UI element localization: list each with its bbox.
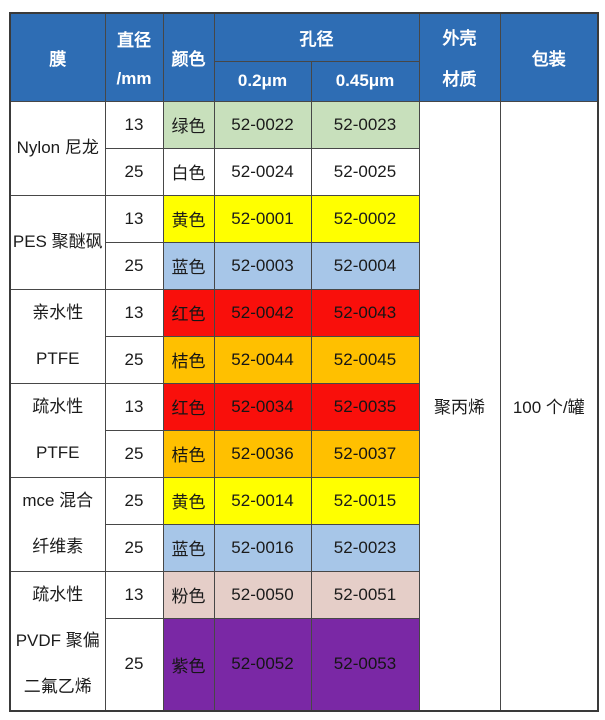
table-row: mce 混合 纤维素 25 黄色 52-0014 52-0015	[9, 476, 598, 572]
membrane-name-line1: 疏水性	[32, 584, 84, 604]
diameter-cell: 25	[104, 335, 164, 384]
table-row: 25 桔色 52-0036 52-0037	[10, 429, 598, 478]
membrane-cell: 亲水性 PTFE	[9, 288, 106, 384]
table-row: 25 桔色 52-0044 52-0045	[10, 335, 598, 384]
membrane-name: PES 聚醚砜	[12, 232, 103, 251]
diameter-cell: 13	[104, 382, 164, 431]
table-row: 25 蓝色 52-0016 52-0023	[10, 523, 598, 572]
diameter-cell: 13	[104, 288, 164, 337]
code-02-cell: 52-0036	[213, 429, 312, 478]
color-name-cell: 蓝色	[162, 241, 215, 290]
membrane-name-line3: 二氟乙烯	[23, 676, 92, 696]
col-header-shell-line1: 外壳	[442, 29, 477, 49]
col-header-diameter-line1: 直径	[117, 30, 151, 50]
col-header-diameter: 直径 /mm	[104, 12, 164, 102]
table-row: PES 聚醚砜 13 黄色 52-0001 52-0002	[9, 194, 598, 290]
col-header-color: 颜色	[162, 12, 215, 102]
col-header-pore-045um: 0.45μm	[310, 60, 420, 102]
col-header-pore-size: 孔径	[213, 12, 420, 62]
code-02-cell: 52-0024	[213, 147, 312, 196]
diameter-cell: 13	[104, 194, 164, 243]
diameter-cell: 25	[104, 618, 164, 711]
table-row: 25 紫色 52-0052 52-0053	[10, 618, 598, 711]
color-name-cell: 粉色	[162, 570, 215, 620]
col-header-diameter-line2: /mm	[116, 69, 152, 88]
code-02-cell: 52-0052	[213, 618, 312, 711]
code-02-cell: 52-0022	[213, 100, 312, 149]
membrane-filter-spec-table: 膜 直径 /mm 颜色 孔径 外壳 材质 包装 0.	[9, 12, 599, 712]
header-row-1: 膜 直径 /mm 颜色 孔径 外壳 材质 包装	[9, 12, 599, 102]
color-name-cell: 黄色	[162, 194, 215, 243]
code-02-cell: 52-0034	[213, 382, 312, 431]
membrane-name-line2: PTFE	[36, 443, 80, 462]
color-name-cell: 白色	[162, 147, 215, 196]
membrane-name-line1: mce 混合	[22, 491, 94, 510]
code-045-cell: 52-0043	[310, 288, 420, 337]
membrane-name-line2: 纤维素	[32, 537, 84, 556]
table-row: 25 白色 52-0024 52-0025	[10, 147, 598, 196]
membrane-cell: mce 混合 纤维素	[9, 476, 106, 572]
col-header-membrane: 膜	[9, 12, 106, 102]
code-045-cell: 52-0035	[310, 382, 420, 431]
col-header-shell-line2: 材质	[442, 70, 477, 90]
membrane-name-line1: 亲水性	[32, 303, 84, 322]
code-02-cell: 52-0014	[213, 476, 312, 525]
table-row: 疏水性 PVDF 聚偏 二氟乙烯 13 粉色 52-0050 52-0051	[9, 570, 598, 711]
code-045-cell: 52-0002	[310, 194, 420, 243]
code-045-cell: 52-0004	[310, 241, 420, 290]
table-row: 亲水性 PTFE 13 红色 52-0042 52-0043	[9, 288, 598, 384]
membrane-name-line1: 疏水性	[32, 397, 84, 416]
code-045-cell: 52-0051	[310, 570, 420, 620]
table-row: 疏水性 PTFE 13 红色 52-0034 52-0035	[9, 382, 598, 478]
color-name-cell: 红色	[162, 382, 215, 431]
diameter-cell: 25	[104, 523, 164, 572]
code-02-cell: 52-0042	[213, 288, 312, 337]
color-name-cell: 红色	[162, 288, 215, 337]
code-045-cell: 52-0015	[310, 476, 420, 525]
col-header-pore-02um: 0.2μm	[213, 60, 312, 102]
membrane-cell: Nylon 尼龙	[9, 100, 106, 196]
color-name-cell: 桔色	[162, 335, 215, 384]
membrane-cell: 疏水性 PTFE	[9, 382, 106, 478]
code-045-cell: 52-0025	[310, 147, 420, 196]
packaging-cell: 100 个/罐	[499, 100, 599, 711]
membrane-cell: 疏水性 PVDF 聚偏 二氟乙烯	[9, 570, 106, 711]
code-02-cell: 52-0003	[213, 241, 312, 290]
col-header-packaging: 包装	[499, 12, 599, 102]
table-row: Nylon 尼龙 13 绿色 52-0022 52-0023 聚丙烯 100 个…	[9, 100, 599, 711]
diameter-cell: 25	[104, 476, 164, 525]
code-045-cell: 52-0045	[310, 335, 420, 384]
code-02-cell: 52-0044	[213, 335, 312, 384]
color-name-cell: 蓝色	[162, 523, 215, 572]
color-name-cell: 桔色	[162, 429, 215, 478]
table-row: 25 蓝色 52-0003 52-0004	[10, 241, 598, 290]
code-045-cell: 52-0037	[310, 429, 420, 478]
shell-material-cell: 聚丙烯	[418, 100, 501, 711]
code-02-cell: 52-0050	[213, 570, 312, 620]
code-02-cell: 52-0001	[213, 194, 312, 243]
code-02-cell: 52-0016	[213, 523, 312, 572]
diameter-cell: 13	[104, 100, 164, 149]
code-045-cell: 52-0023	[310, 100, 420, 149]
diameter-cell: 13	[104, 570, 164, 620]
membrane-cell: PES 聚醚砜	[9, 194, 106, 290]
code-045-cell: 52-0023	[310, 523, 420, 572]
diameter-cell: 25	[104, 147, 164, 196]
color-name-cell: 绿色	[162, 100, 215, 149]
col-header-shell-material: 外壳 材质	[418, 12, 501, 102]
color-name-cell: 黄色	[162, 476, 215, 525]
membrane-name: Nylon 尼龙	[16, 138, 99, 157]
membrane-name-line2: PTFE	[36, 349, 80, 368]
color-name-cell: 紫色	[162, 618, 215, 711]
diameter-cell: 25	[104, 429, 164, 478]
membrane-name-line2: PVDF 聚偏	[15, 630, 100, 650]
header-row-2: 0.2μm 0.45μm	[10, 60, 598, 102]
diameter-cell: 25	[104, 241, 164, 290]
code-045-cell: 52-0053	[310, 618, 420, 711]
